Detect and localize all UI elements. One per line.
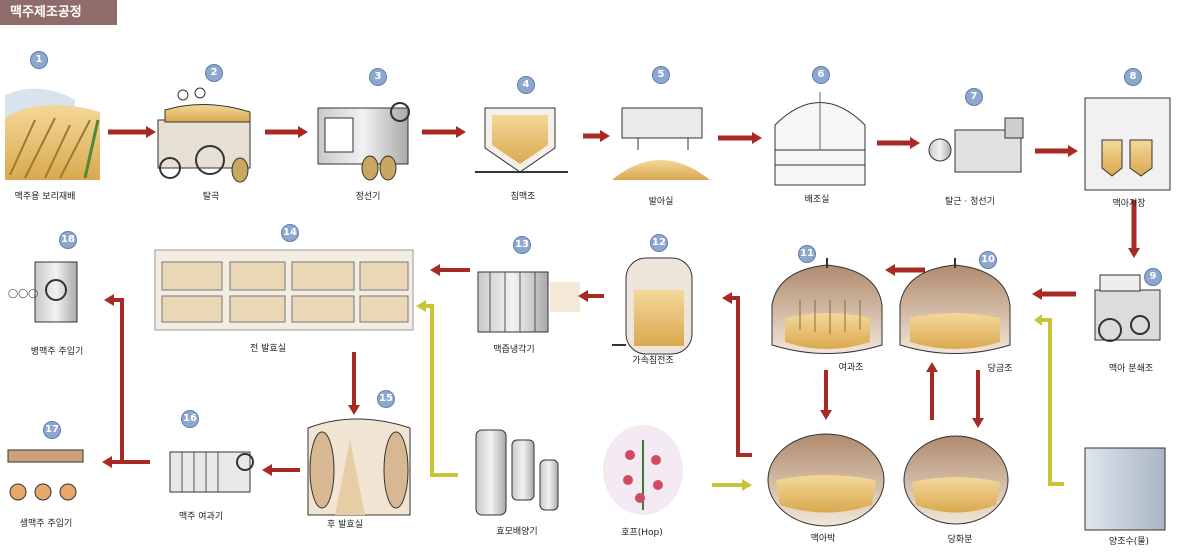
flow-arrow-16-17-head xyxy=(104,294,114,306)
spent-grain-vessel-illustration xyxy=(768,434,884,526)
aux-arrow-hop-head xyxy=(742,479,752,491)
step-label-7: 탈근 · 정선기 xyxy=(945,194,995,207)
step-badge-9: 9 xyxy=(1144,268,1162,286)
step-badge-3: 3 xyxy=(369,68,387,86)
yeast-propagator-illustration xyxy=(476,430,558,515)
step-label-14: 전 발효실 xyxy=(250,341,286,354)
step-badge-16: 16 xyxy=(181,410,199,428)
step-badge-17: 17 xyxy=(43,421,61,439)
step-label-16: 맥주 여과기 xyxy=(179,509,223,522)
extra-label-wort-kettle: 당화분 xyxy=(948,532,973,545)
flow-arrow-14-15-head xyxy=(348,405,360,415)
primary-fermentation-illustration xyxy=(155,250,413,330)
flow-arrow-4-5-head xyxy=(600,130,610,142)
aux-arrow-yeast xyxy=(424,306,458,475)
step-badge-12: 12 xyxy=(650,234,668,252)
svg-text:◯◯◯: ◯◯◯ xyxy=(8,289,38,299)
step-label-13: 맥즙냉각기 xyxy=(493,342,534,355)
flow-arrow-6-7-head xyxy=(910,137,920,149)
step-label-18: 병맥주 주입기 xyxy=(31,344,84,357)
aux-arrow-water xyxy=(1042,320,1064,484)
wort-kettle-illustration xyxy=(904,436,1008,524)
germination-room-illustration xyxy=(612,108,710,180)
extra-label-yeast: 효모배양기 xyxy=(496,524,537,537)
step-label-10: 당금조 xyxy=(988,361,1013,374)
draft-beer-filler-illustration xyxy=(8,450,83,500)
flow-arrow-16-17 xyxy=(112,300,150,462)
step-label-9: 맥아 분쇄조 xyxy=(1109,361,1153,374)
flow-arrow-9-10-head xyxy=(1032,288,1042,300)
step-badge-11: 11 xyxy=(798,245,816,263)
step-badge-18: 18 xyxy=(59,231,77,249)
flow-arrow-10-11-head xyxy=(885,264,895,276)
flow-arrow-to-12 xyxy=(730,298,752,455)
step-badge-13: 13 xyxy=(513,236,531,254)
step-label-12: 가속침전조 xyxy=(632,353,673,366)
flow-arrow-3-4-head xyxy=(456,126,466,138)
step-badge-2: 2 xyxy=(205,64,223,82)
flow-arrow-7-8-head xyxy=(1068,145,1078,157)
step-label-3: 정선기 xyxy=(356,189,381,202)
aux-arrow-yeast-head xyxy=(416,300,426,312)
lauter-tun-illustration xyxy=(772,258,882,354)
aux-arrow-water-head xyxy=(1034,314,1042,326)
flow-arrow-10-kettle-head xyxy=(972,418,984,428)
secondary-fermentation-illustration xyxy=(308,419,410,515)
threshing-illustration xyxy=(158,88,250,182)
extra-label-spent-grain: 맥아박 xyxy=(811,531,836,544)
step-badge-15: 15 xyxy=(377,390,395,408)
flow-arrow-11-spent-head xyxy=(820,410,832,420)
extra-label-water: 양조수(물) xyxy=(1109,534,1149,547)
flow-arrow-15-16-head xyxy=(262,464,272,476)
flow-arrow-2-3-head xyxy=(298,126,308,138)
flow-arrow-16-17b-head xyxy=(102,456,112,468)
step-label-5: 발아실 xyxy=(649,194,674,207)
step-badge-6: 6 xyxy=(812,66,830,84)
flow-arrow-to-12-head xyxy=(722,292,732,304)
steeping-tank-illustration xyxy=(475,108,568,172)
flow-arrow-kettle-10-head xyxy=(926,362,938,372)
step-label-8: 맥아저장 xyxy=(1112,196,1145,209)
step-label-15: 후 발효실 xyxy=(327,517,363,530)
malt-storage-illustration xyxy=(1085,98,1170,190)
step-label-1: 맥주용 보리재배 xyxy=(15,189,76,202)
step-badge-14: 14 xyxy=(281,224,299,242)
flow-arrow-8-9-head xyxy=(1128,248,1140,258)
brewing-water-tank-illustration xyxy=(1085,448,1165,530)
cleaning-machine-illustration xyxy=(318,103,409,180)
rootlet-remover-illustration xyxy=(929,118,1023,172)
barley-field-illustration xyxy=(5,89,100,180)
flow-arrow-5-6-head xyxy=(752,132,762,144)
step-badge-8: 8 xyxy=(1124,68,1142,86)
step-badge-10: 10 xyxy=(979,251,997,269)
bottle-beer-filler-illustration: ◯◯◯ xyxy=(8,262,77,322)
step-label-17: 생맥주 주입기 xyxy=(20,516,73,529)
kiln-room-illustration xyxy=(775,92,865,185)
step-label-11: 여과조 xyxy=(839,360,864,373)
step-badge-1: 1 xyxy=(30,51,48,69)
extra-label-hop: 호프(Hop) xyxy=(621,525,663,538)
step-badge-5: 5 xyxy=(652,66,670,84)
wort-cooler-illustration xyxy=(478,272,580,332)
step-label-2: 탈곡 xyxy=(203,189,220,202)
whirlpool-tank-illustration xyxy=(612,258,692,354)
step-badge-7: 7 xyxy=(965,88,983,106)
step-label-6: 배조실 xyxy=(805,192,830,205)
flow-arrow-13-14-head xyxy=(430,264,440,276)
step-badge-4: 4 xyxy=(517,76,535,94)
step-label-4: 침맥조 xyxy=(511,189,536,202)
beer-filter-illustration xyxy=(170,452,253,492)
hop-illustration xyxy=(603,425,683,515)
flow-arrow-1-2-head xyxy=(146,126,156,138)
